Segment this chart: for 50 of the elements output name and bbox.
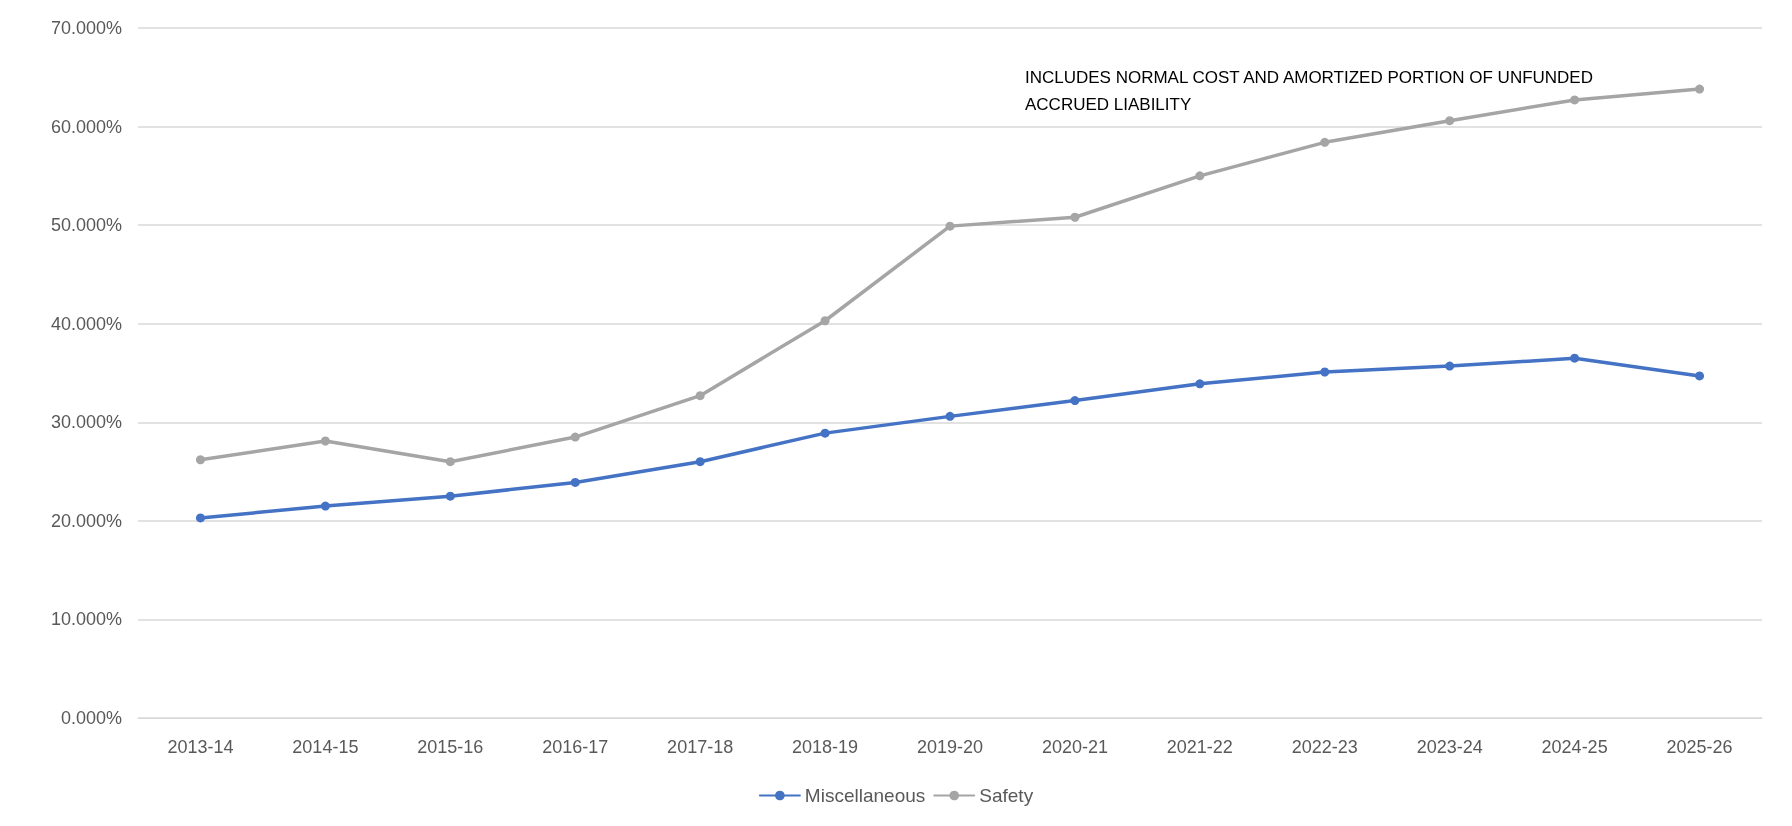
annotation: INCLUDES NORMAL COST AND AMORTIZED PORTION OF UNFUNDED ACCRUED LIABILITY [1025,68,1593,114]
x-tick-label: 2022-23 [1291,737,1358,757]
point [945,221,955,231]
x-tick-label: 2014-15 [292,737,359,757]
legend-label: Miscellaneous [804,785,926,806]
x-tick-label: 2016-17 [542,737,609,757]
point [195,513,205,523]
point [195,455,205,465]
point [1695,84,1705,94]
y-tick-label: 20.000% [50,510,122,531]
point [445,491,455,501]
x-tick-label: 2017-18 [667,737,734,757]
point [445,457,455,467]
point [695,391,705,401]
x-tick-label: 2019-20 [916,737,984,757]
point [1320,137,1330,147]
point [1195,379,1205,389]
point [570,477,580,487]
point [320,501,330,511]
x-tick-label: 2021-22 [1166,737,1233,757]
point [1695,371,1705,381]
point [1070,212,1080,222]
point [695,457,705,467]
point [1445,361,1455,371]
x-tick-label: 2023-24 [1416,737,1483,757]
y-tick-label: 70.000% [50,18,122,38]
point [945,411,955,421]
point [1445,116,1455,126]
point [1570,353,1580,363]
point [320,436,330,446]
point [1195,171,1205,181]
x-tick-label: 2024-25 [1541,737,1608,757]
y-tick-label: 40.000% [50,313,122,334]
y-tick-label: 10.000% [50,609,122,630]
point [1570,95,1580,105]
x-tick-label: 2015-16 [417,737,484,757]
y-tick-label: 60.000% [50,116,122,137]
point [1320,367,1330,377]
y-tick-label: 50.000% [50,215,122,236]
point [820,316,830,326]
y-tick-label: 0.000% [60,708,122,728]
x-tick-label: 2020-21 [1041,737,1108,757]
x-tick-label: 2018-19 [792,737,859,757]
point [820,428,830,438]
legend-label: Safety [979,785,1034,806]
point [1070,396,1080,406]
y-tick-label: 30.000% [50,412,122,433]
x-tick-label: 2025-26 [1666,737,1733,757]
point [570,432,580,442]
x-tick-label: 2013-14 [167,737,234,757]
